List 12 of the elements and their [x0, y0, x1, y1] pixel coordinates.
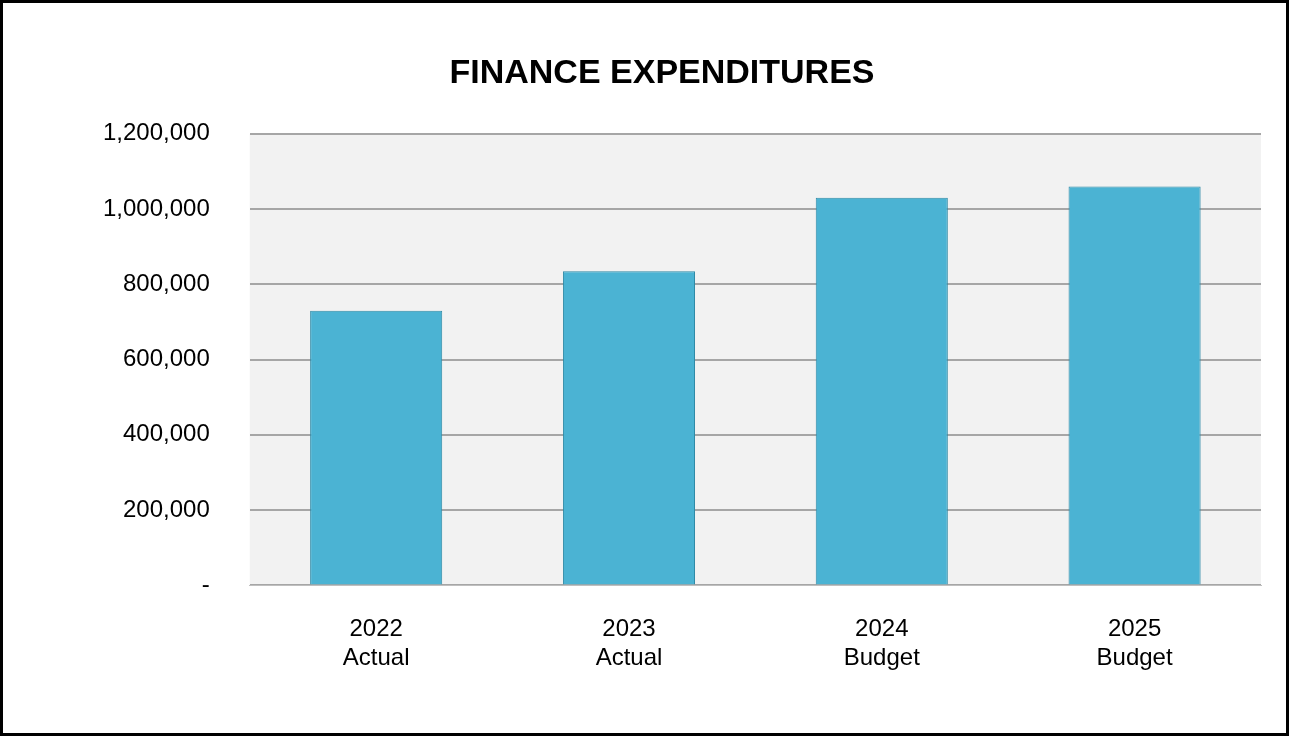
y-tick-label: 200,000: [123, 494, 210, 522]
x-tick-label: 2022 Actual: [342, 614, 410, 671]
y-tick-label: 600,000: [123, 344, 210, 372]
y-tick-label: -: [201, 570, 210, 598]
chart-title: FINANCE EXPENDITURES: [449, 51, 875, 90]
y-tick-label: 1,000,000: [102, 193, 210, 221]
x-tick-label: 2025 Budget: [1096, 614, 1173, 671]
y-tick-label: 800,000: [123, 268, 210, 296]
y-tick-label: 400,000: [123, 419, 210, 447]
x-tick-label: 2023 Actual: [595, 614, 663, 671]
y-tick-label: 1,200,000: [102, 118, 210, 146]
x-tick-label: 2024 Budget: [843, 614, 921, 671]
